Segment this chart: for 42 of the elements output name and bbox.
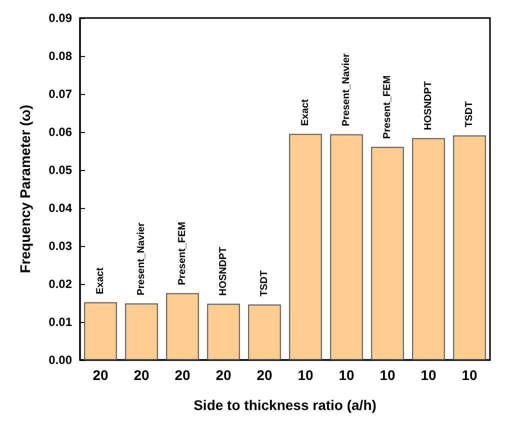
- bar: [289, 134, 322, 360]
- x-tick-label: 10: [420, 367, 436, 383]
- data-label: TSDT: [464, 101, 475, 128]
- data-label: Exact: [300, 98, 311, 126]
- y-tick-label: 0.06: [48, 125, 72, 139]
- y-axis-title: Frequency Parameter (ω): [17, 104, 33, 274]
- data-label: Exact: [95, 266, 106, 294]
- y-tick-label: 0.07: [48, 87, 72, 101]
- x-tick-label: 20: [134, 367, 150, 383]
- y-tick-label: 0.02: [48, 277, 72, 291]
- x-tick-label: 20: [216, 367, 232, 383]
- bar: [166, 293, 199, 360]
- bar: [412, 138, 445, 360]
- y-tick-label: 0.03: [48, 239, 72, 253]
- x-tick-label: 10: [462, 367, 478, 383]
- data-label: Present_Navier: [136, 222, 147, 296]
- data-label: Present_FEM: [382, 75, 393, 139]
- x-tick-label: 20: [174, 367, 190, 383]
- bar: [453, 135, 486, 360]
- x-tick-label: 10: [380, 367, 396, 383]
- bar: [248, 304, 281, 360]
- bar: [207, 304, 240, 360]
- data-label: HOSNDPT: [423, 81, 434, 130]
- y-tick-label: 0.00: [48, 353, 72, 367]
- y-tick-label: 0.05: [48, 163, 72, 177]
- bar: [330, 134, 363, 360]
- x-axis-title: Side to thickness ratio (a/h): [194, 397, 376, 413]
- y-tick-label: 0.01: [48, 315, 72, 329]
- bar: [84, 302, 117, 360]
- y-tick-label: 0.09: [48, 11, 72, 25]
- x-tick-label: 20: [92, 367, 108, 383]
- y-tick-label: 0.04: [48, 201, 72, 215]
- data-label: TSDT: [259, 270, 270, 297]
- bar: [371, 146, 404, 360]
- bar: [125, 303, 158, 360]
- x-tick-label: 10: [298, 367, 314, 383]
- data-label: HOSNDPT: [218, 246, 229, 296]
- x-tick-label: 20: [256, 367, 272, 383]
- data-label: Present_Navier: [341, 53, 352, 126]
- x-tick-label: 10: [338, 367, 354, 383]
- data-label: Present_FEM: [177, 222, 188, 286]
- y-tick-label: 0.08: [48, 49, 72, 63]
